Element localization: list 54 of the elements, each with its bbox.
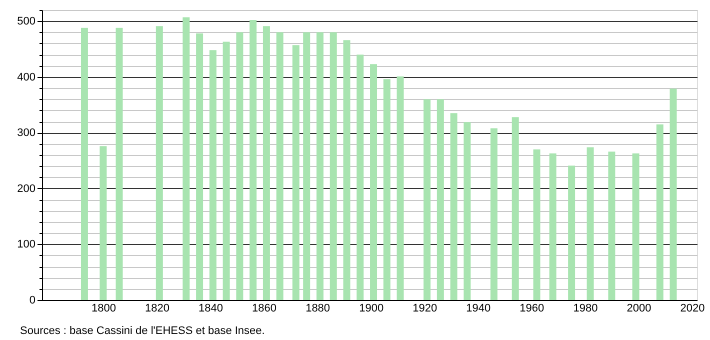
bar (196, 33, 204, 300)
x-tick-label: 1800 (91, 302, 116, 314)
bar (490, 128, 498, 300)
bar (116, 28, 123, 300)
bar (262, 26, 270, 300)
bar (512, 117, 519, 300)
bar (209, 50, 216, 300)
x-tick-label: 1940 (466, 302, 491, 314)
bar (316, 32, 324, 300)
bar (292, 45, 300, 300)
x-tick-label: 1880 (306, 302, 330, 314)
source-note: Sources : base Cassini de l'EHESS et base Insee. (20, 325, 265, 337)
bar (383, 79, 390, 300)
x-tick-label: 1820 (144, 302, 170, 314)
bar (436, 99, 444, 300)
bar (182, 17, 190, 300)
bar (632, 153, 640, 300)
bar (586, 147, 594, 300)
bar (250, 20, 257, 300)
y-tick-label: 400 (17, 71, 36, 84)
bar (356, 54, 364, 300)
bar (330, 32, 337, 300)
y-tick-label: 300 (17, 127, 36, 140)
bar (276, 32, 284, 300)
bar (156, 26, 163, 300)
bar (424, 99, 431, 300)
y-tick-label: 500 (17, 16, 36, 28)
x-tick-label: 1860 (252, 302, 277, 314)
bar (670, 88, 677, 300)
bar (100, 146, 107, 300)
x-tick-label: 1920 (412, 302, 438, 314)
bar (450, 113, 458, 300)
bar (222, 42, 230, 300)
x-tick-label: 2020 (680, 302, 705, 314)
x-tick-label: 1840 (198, 302, 223, 314)
x-tick-label: 1900 (359, 302, 384, 314)
x-tick-label: 2000 (626, 302, 652, 314)
bar (568, 166, 576, 300)
bar (303, 32, 310, 300)
bar (549, 153, 556, 300)
bar (396, 76, 404, 300)
y-tick-label: 100 (17, 238, 36, 251)
x-tick-label: 1960 (520, 302, 544, 314)
y-tick-label: 200 (17, 182, 36, 195)
bar (343, 40, 350, 300)
bar (608, 152, 616, 300)
x-tick-label: 1980 (573, 302, 598, 314)
bar (656, 124, 664, 300)
bar (370, 64, 378, 300)
bar (464, 122, 471, 300)
bar (80, 28, 88, 300)
bar (236, 32, 244, 300)
y-tick-label: 0 (29, 294, 36, 306)
bar (533, 149, 540, 300)
